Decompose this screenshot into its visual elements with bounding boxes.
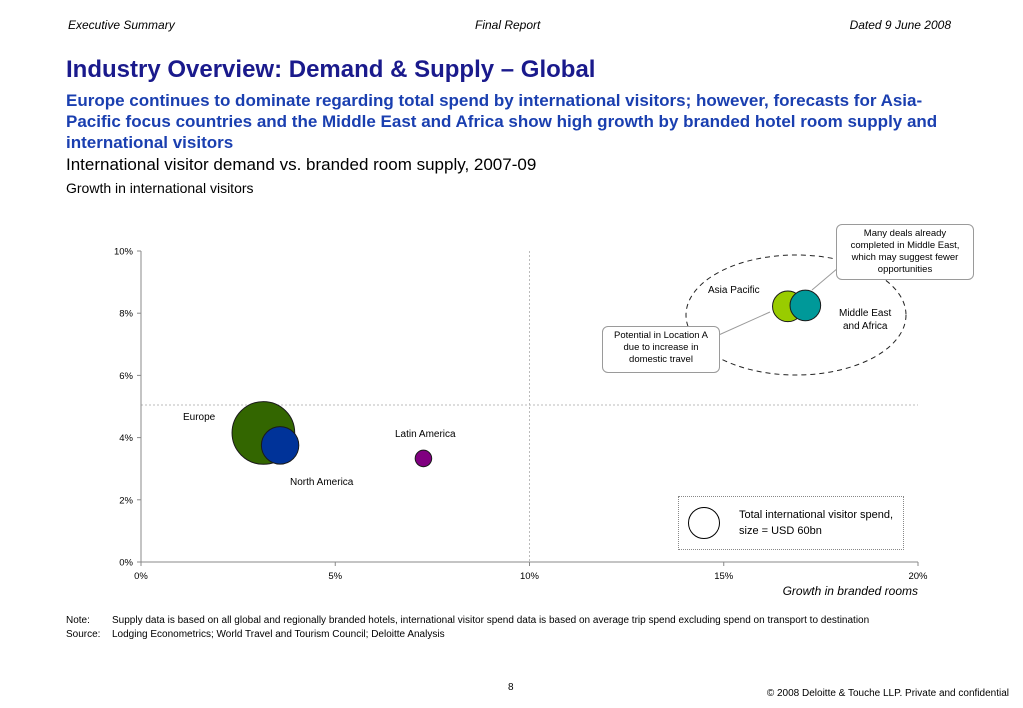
header-center: Final Report bbox=[475, 18, 541, 32]
label-north-america: North America bbox=[290, 477, 354, 488]
y-tick-label: 2% bbox=[119, 495, 133, 506]
label-latin-america: Latin America bbox=[395, 429, 456, 440]
legend-circle bbox=[688, 507, 720, 539]
x-tick-label: 10% bbox=[520, 571, 540, 582]
callout-pointer-me bbox=[811, 267, 839, 291]
y-axis-title: Growth in international visitors bbox=[66, 180, 254, 196]
label-europe: Europe bbox=[183, 412, 216, 423]
x-tick-label: 0% bbox=[134, 571, 148, 582]
y-tick-label: 6% bbox=[119, 371, 133, 382]
page-subtitle: Europe continues to dominate regarding t… bbox=[66, 91, 938, 152]
bubble-middle-east-and-africa bbox=[789, 289, 822, 322]
note-text: Supply data is based on all global and r… bbox=[112, 615, 870, 626]
label-middle-east-line2: and Africa bbox=[843, 321, 888, 332]
label-middle-east-line1: Middle East bbox=[839, 308, 891, 319]
page-title: Industry Overview: Demand & Supply – Glo… bbox=[66, 56, 596, 83]
source-label: Source: bbox=[66, 629, 101, 640]
highlight-ellipse bbox=[685, 254, 907, 376]
y-tick-label: 0% bbox=[119, 558, 133, 569]
x-tick-label: 15% bbox=[714, 571, 734, 582]
note-label: Note: bbox=[66, 615, 90, 626]
bubble-north-america bbox=[260, 426, 300, 465]
note: Note: Supply data is based on all global … bbox=[66, 615, 869, 626]
header-right: Dated 9 June 2008 bbox=[849, 18, 951, 32]
callout-pointer-ap bbox=[711, 311, 771, 339]
source-text: Lodging Econometrics; World Travel and T… bbox=[112, 629, 445, 640]
size-legend: Total international visitor spend, size … bbox=[678, 496, 904, 550]
legend-text: Total international visitor spend, size … bbox=[739, 509, 894, 537]
copyright: © 2008 Deloitte & Touche LLP. Private an… bbox=[766, 688, 1009, 699]
callout-middle-east: Many deals already completed in Middle E… bbox=[836, 224, 974, 280]
callout-asia-pacific: Potential in Location A due to increase … bbox=[602, 326, 720, 373]
y-tick-label: 10% bbox=[114, 247, 134, 258]
header-left: Executive Summary bbox=[68, 18, 175, 32]
x-tick-label: 5% bbox=[328, 571, 342, 582]
x-axis-title: Growth in branded rooms bbox=[783, 584, 918, 598]
y-tick-label: 4% bbox=[119, 433, 133, 444]
chart-title: International visitor demand vs. branded… bbox=[66, 155, 537, 174]
source: Source: Lodging Econometrics; World Trave… bbox=[66, 629, 445, 640]
page-number: 8 bbox=[508, 682, 514, 693]
bubble-latin-america bbox=[414, 449, 433, 468]
x-tick-label: 20% bbox=[908, 571, 928, 582]
y-tick-label: 8% bbox=[119, 309, 133, 320]
label-asia-pacific: Asia Pacific bbox=[708, 285, 760, 296]
